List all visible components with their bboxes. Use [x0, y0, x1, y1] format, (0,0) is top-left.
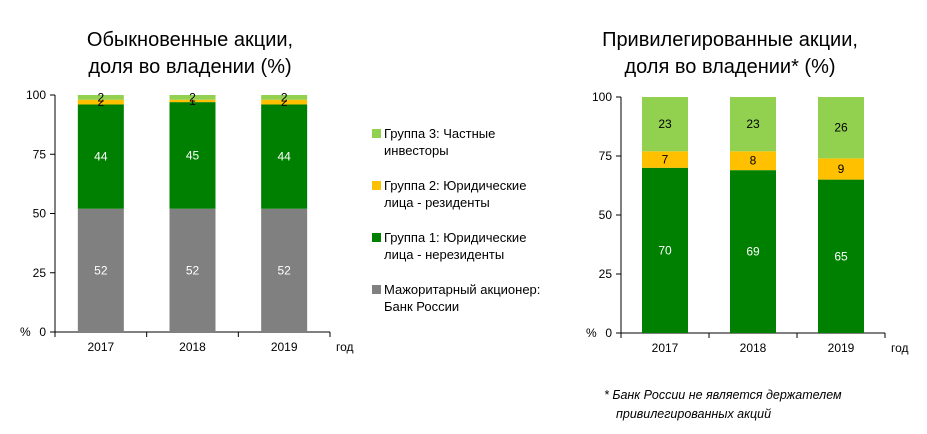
legend-item-group2: Группа 2: Юридические лица - резиденты [370, 177, 570, 211]
data-label: 2 [281, 90, 288, 104]
data-label: 45 [186, 148, 200, 162]
data-label: 2 [189, 90, 196, 104]
bar-group2 [169, 99, 216, 103]
bar-group3 [261, 95, 308, 100]
bar-group3 [730, 97, 776, 152]
bar-group2 [730, 151, 776, 171]
legend-swatch [372, 285, 381, 294]
x-tick-label: 2017 [652, 341, 679, 355]
y-axis-label: % [586, 326, 597, 340]
bar-group3 [818, 97, 864, 159]
footnote-line: * Банк России не является держателем [604, 388, 842, 402]
legend-swatch [372, 233, 381, 242]
y-tick-label: 100 [26, 88, 46, 102]
bar-group3 [169, 95, 216, 100]
bar-majority [169, 208, 216, 332]
data-label: 52 [94, 263, 108, 277]
data-label: 26 [834, 121, 848, 135]
bar-group1 [77, 104, 124, 209]
legend-label: Банк России [384, 299, 460, 314]
legend-label: лица - нерезиденты [384, 247, 505, 262]
bar-group2 [261, 99, 308, 105]
chart-title-line: Обыкновенные акции, [86, 29, 294, 51]
data-label: 44 [94, 150, 108, 164]
x-axis-label: год [891, 341, 909, 355]
bar-group1 [818, 179, 864, 333]
data-label: 2 [97, 95, 104, 109]
x-tick-label: 2017 [87, 340, 114, 354]
chart-title-line: доля во владении* (%) [624, 56, 836, 78]
y-tick-label: 25 [33, 266, 47, 280]
x-tick-label: 2019 [828, 341, 855, 355]
chart-title-ordinary: Обыкновенные акции, доля во владении (%) [40, 27, 340, 81]
x-tick-label: 2018 [740, 341, 767, 355]
footnote-line: привилегированных акций [616, 407, 772, 421]
data-label: 2 [97, 90, 104, 104]
chart-title-line: доля во владении (%) [88, 56, 292, 78]
footnote: * Банк России не является держателем при… [604, 386, 924, 424]
bar-group2 [77, 99, 124, 105]
bar-group3 [642, 97, 688, 152]
legend: Группа 3: Частные инвесторы Группа 2: Юр… [370, 125, 570, 333]
y-tick-label: 100 [592, 90, 612, 104]
bar-group1 [169, 102, 216, 209]
chart-title-preferred: Привилегированные акции, доля во владени… [580, 27, 880, 81]
legend-label: Группа 1: Юридические [384, 230, 527, 245]
bar-majority [77, 208, 124, 332]
bar-group1 [642, 167, 688, 333]
legend-item-group1: Группа 1: Юридические лица - нерезиденты [370, 229, 570, 263]
y-tick-label: 50 [599, 208, 613, 222]
y-tick-label: 75 [599, 149, 613, 163]
bar-group2 [642, 151, 688, 168]
data-label: 1 [189, 94, 196, 108]
legend-label: лица - резиденты [384, 195, 490, 210]
data-label: 2 [281, 95, 288, 109]
data-label: 23 [658, 117, 672, 131]
data-label: 8 [750, 154, 757, 168]
data-label: 52 [186, 263, 200, 277]
legend-label: инвесторы [384, 143, 449, 158]
bar-group1 [261, 104, 308, 209]
legend-label: Мажоритарный акционер: [384, 282, 541, 297]
legend-swatch [372, 129, 381, 138]
data-label: 9 [838, 162, 845, 176]
y-axis-label: % [20, 325, 31, 339]
y-tick-label: 0 [605, 326, 612, 340]
bar-group2 [818, 158, 864, 180]
y-tick-label: 25 [599, 267, 613, 281]
data-label: 70 [658, 243, 672, 257]
chart-title-line: Привилегированные акции, [602, 29, 858, 51]
y-tick-label: 0 [39, 325, 46, 339]
bar-majority [261, 208, 308, 332]
legend-label: Группа 3: Частные [384, 126, 496, 141]
x-tick-label: 2018 [179, 340, 206, 354]
bar-group3 [77, 95, 124, 100]
legend-item-group3: Группа 3: Частные инвесторы [370, 125, 570, 159]
x-tick-label: 2019 [271, 340, 298, 354]
data-label: 44 [277, 150, 291, 164]
x-axis-label: год [336, 340, 354, 354]
y-tick-label: 50 [33, 207, 47, 221]
data-label: 7 [662, 153, 669, 167]
legend-label: Группа 2: Юридические [384, 178, 527, 193]
bar-group1 [730, 170, 776, 333]
legend-item-majority: Мажоритарный акционер: Банк России [370, 281, 570, 315]
data-label: 52 [277, 263, 291, 277]
y-tick-label: 75 [33, 147, 47, 161]
data-label: 69 [746, 245, 760, 259]
data-label: 65 [834, 249, 848, 263]
data-label: 23 [746, 117, 760, 131]
legend-swatch [372, 181, 381, 190]
